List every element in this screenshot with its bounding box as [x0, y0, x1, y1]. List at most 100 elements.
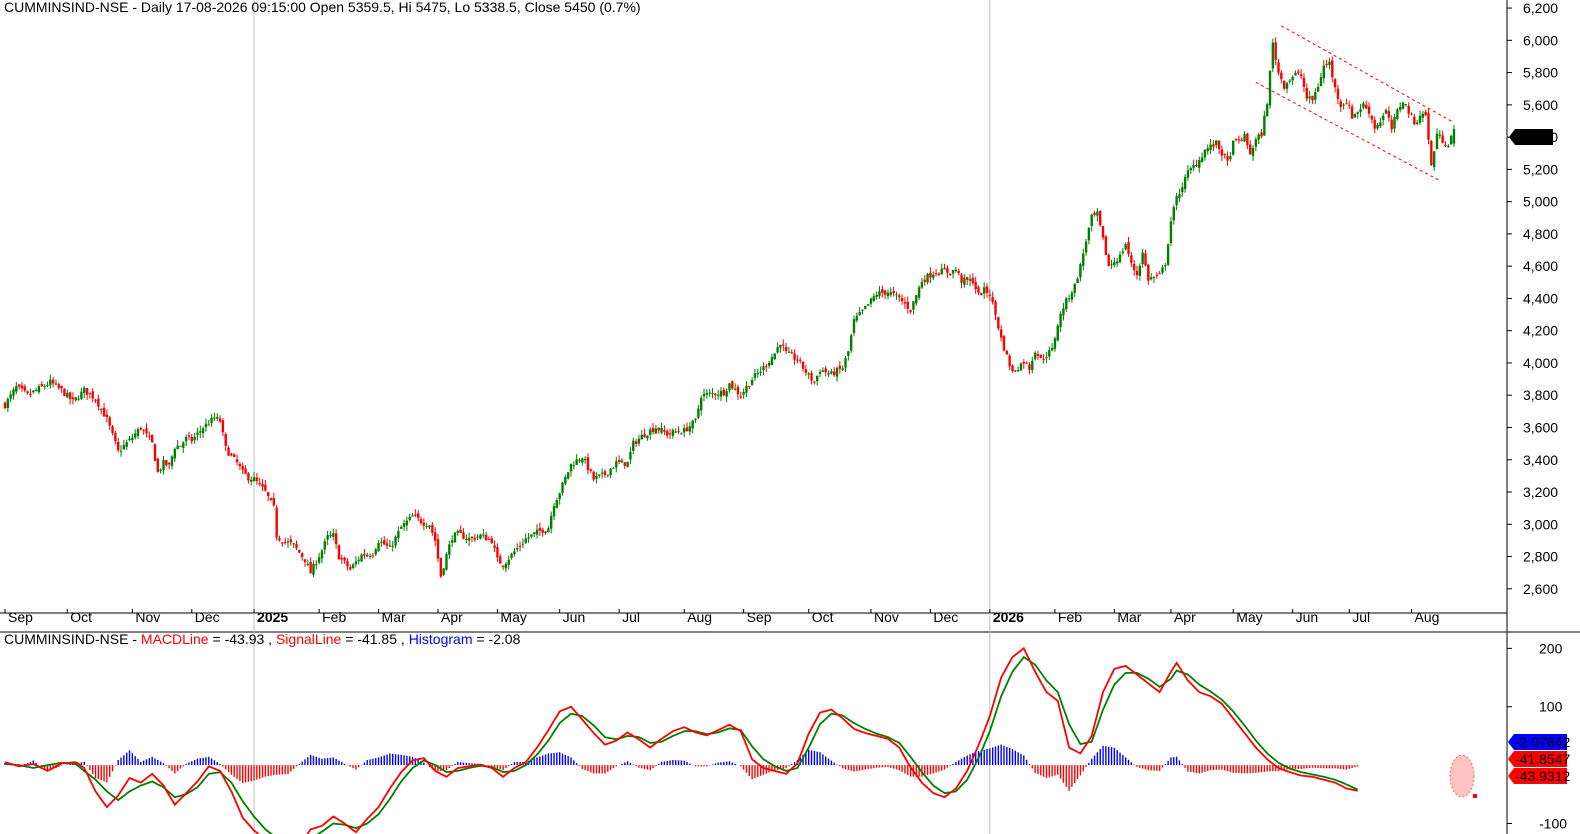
candle-body — [179, 445, 182, 447]
candle-body — [544, 531, 547, 534]
candle-body — [773, 353, 776, 360]
candle-body — [278, 538, 281, 541]
candle-body — [1432, 151, 1436, 168]
candle-body — [1212, 144, 1215, 147]
candle-body — [796, 359, 799, 361]
candle-body — [1302, 77, 1306, 87]
candle-body — [300, 553, 304, 558]
candle-body — [1232, 140, 1235, 155]
candle-body — [105, 414, 109, 417]
candle-body — [898, 295, 901, 298]
candle-body — [1093, 212, 1096, 215]
candle-body — [465, 538, 468, 540]
candle-body — [184, 436, 188, 442]
candle-body — [1308, 96, 1311, 99]
price-tick-label: 6,200 — [1523, 0, 1558, 16]
candle-body — [1291, 76, 1294, 81]
candle-body — [456, 530, 459, 533]
candle-body — [595, 476, 598, 479]
macd-item-value-2: -2.08 — [488, 631, 520, 647]
candle-body — [1079, 264, 1082, 278]
candle-body — [374, 549, 377, 555]
candle-body — [1430, 141, 1433, 166]
candle-body — [315, 564, 318, 566]
candle-body — [649, 429, 652, 435]
candle-body — [507, 559, 510, 566]
candle-body — [623, 462, 626, 466]
candle-body — [832, 371, 836, 376]
candle-body — [165, 460, 168, 466]
candle-body — [1240, 139, 1243, 141]
candle-body — [1110, 264, 1113, 266]
candle-body — [513, 551, 516, 555]
candle-body — [668, 433, 672, 435]
candle-body — [1311, 95, 1314, 101]
candle-body — [886, 292, 890, 297]
macd-value-tags: -2.07642-41.8547-43.9312 — [1508, 734, 1570, 784]
candle-body — [1265, 104, 1269, 117]
candle-body — [1166, 244, 1170, 265]
candle-body — [450, 540, 454, 543]
candle-body — [1387, 111, 1391, 118]
candle-body — [581, 458, 584, 463]
candle-body — [617, 460, 621, 462]
candle-body — [671, 429, 675, 436]
price-title: CUMMINSIND-NSE - Daily 17-08-2026 09:15:… — [4, 0, 641, 15]
candle-body — [326, 535, 329, 540]
candle-body — [85, 387, 89, 395]
candle-body — [1028, 364, 1031, 370]
candle-body — [100, 408, 103, 410]
candle-body — [1367, 106, 1371, 114]
candle-body — [170, 456, 174, 467]
candle-body — [94, 399, 97, 401]
candle-body — [1413, 116, 1416, 125]
candle-body — [937, 273, 941, 275]
candle-body — [1200, 157, 1204, 163]
candle-body — [801, 361, 805, 369]
candle-body — [448, 544, 451, 555]
candle-body — [708, 392, 711, 394]
candle-body — [1118, 254, 1122, 263]
candle-body — [1189, 168, 1192, 171]
macd-item-eq-2: = — [476, 631, 488, 647]
candle-body — [1022, 362, 1025, 364]
price-tick-label: 5,800 — [1523, 65, 1558, 81]
candle-body — [295, 543, 298, 548]
candle-body — [1203, 149, 1207, 158]
candle-body — [1215, 140, 1218, 146]
candle-body — [1294, 72, 1297, 76]
candle-body — [878, 291, 881, 297]
macd-y-axis: -100 100 200 — [1507, 640, 1567, 831]
candle-body — [861, 309, 864, 311]
candle-body — [40, 384, 43, 387]
candle-body — [1398, 107, 1402, 110]
candle-body — [960, 274, 963, 283]
candle-body — [414, 514, 417, 516]
candle-body — [216, 417, 219, 419]
macd-title: CUMMINSIND-NSE - MACDLine = -43.93 , Sig… — [4, 631, 521, 647]
candle-body — [1099, 210, 1102, 226]
candle-body — [15, 385, 18, 392]
candle-body — [332, 533, 335, 537]
candle-body — [762, 366, 765, 371]
candle-body — [264, 484, 267, 491]
candle-body — [977, 287, 980, 293]
candle-body — [6, 398, 10, 408]
candle-body — [609, 468, 612, 476]
candle-body — [1158, 273, 1161, 275]
candle-body — [663, 430, 666, 432]
candle-body — [1356, 112, 1359, 114]
candle-body — [266, 492, 270, 496]
candle-body — [91, 391, 94, 399]
candle-body — [1101, 225, 1105, 238]
candle-body — [776, 347, 779, 353]
candle-body — [555, 500, 559, 509]
candle-body — [60, 385, 63, 389]
candle-body — [1045, 357, 1048, 359]
candle-body — [241, 465, 244, 470]
candle-body — [974, 281, 977, 290]
candle-body — [1407, 105, 1410, 114]
candle-body — [244, 468, 247, 474]
candle-body — [54, 383, 58, 385]
candle-body — [1113, 262, 1116, 266]
